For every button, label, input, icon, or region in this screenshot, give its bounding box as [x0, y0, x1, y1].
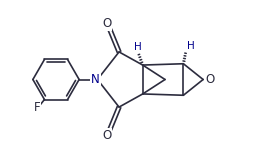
Text: H: H [187, 41, 195, 51]
Text: H: H [134, 42, 142, 52]
Text: O: O [102, 129, 111, 142]
Text: N: N [91, 73, 100, 86]
Text: F: F [34, 101, 40, 114]
Text: O: O [205, 73, 214, 86]
Text: O: O [102, 17, 111, 30]
